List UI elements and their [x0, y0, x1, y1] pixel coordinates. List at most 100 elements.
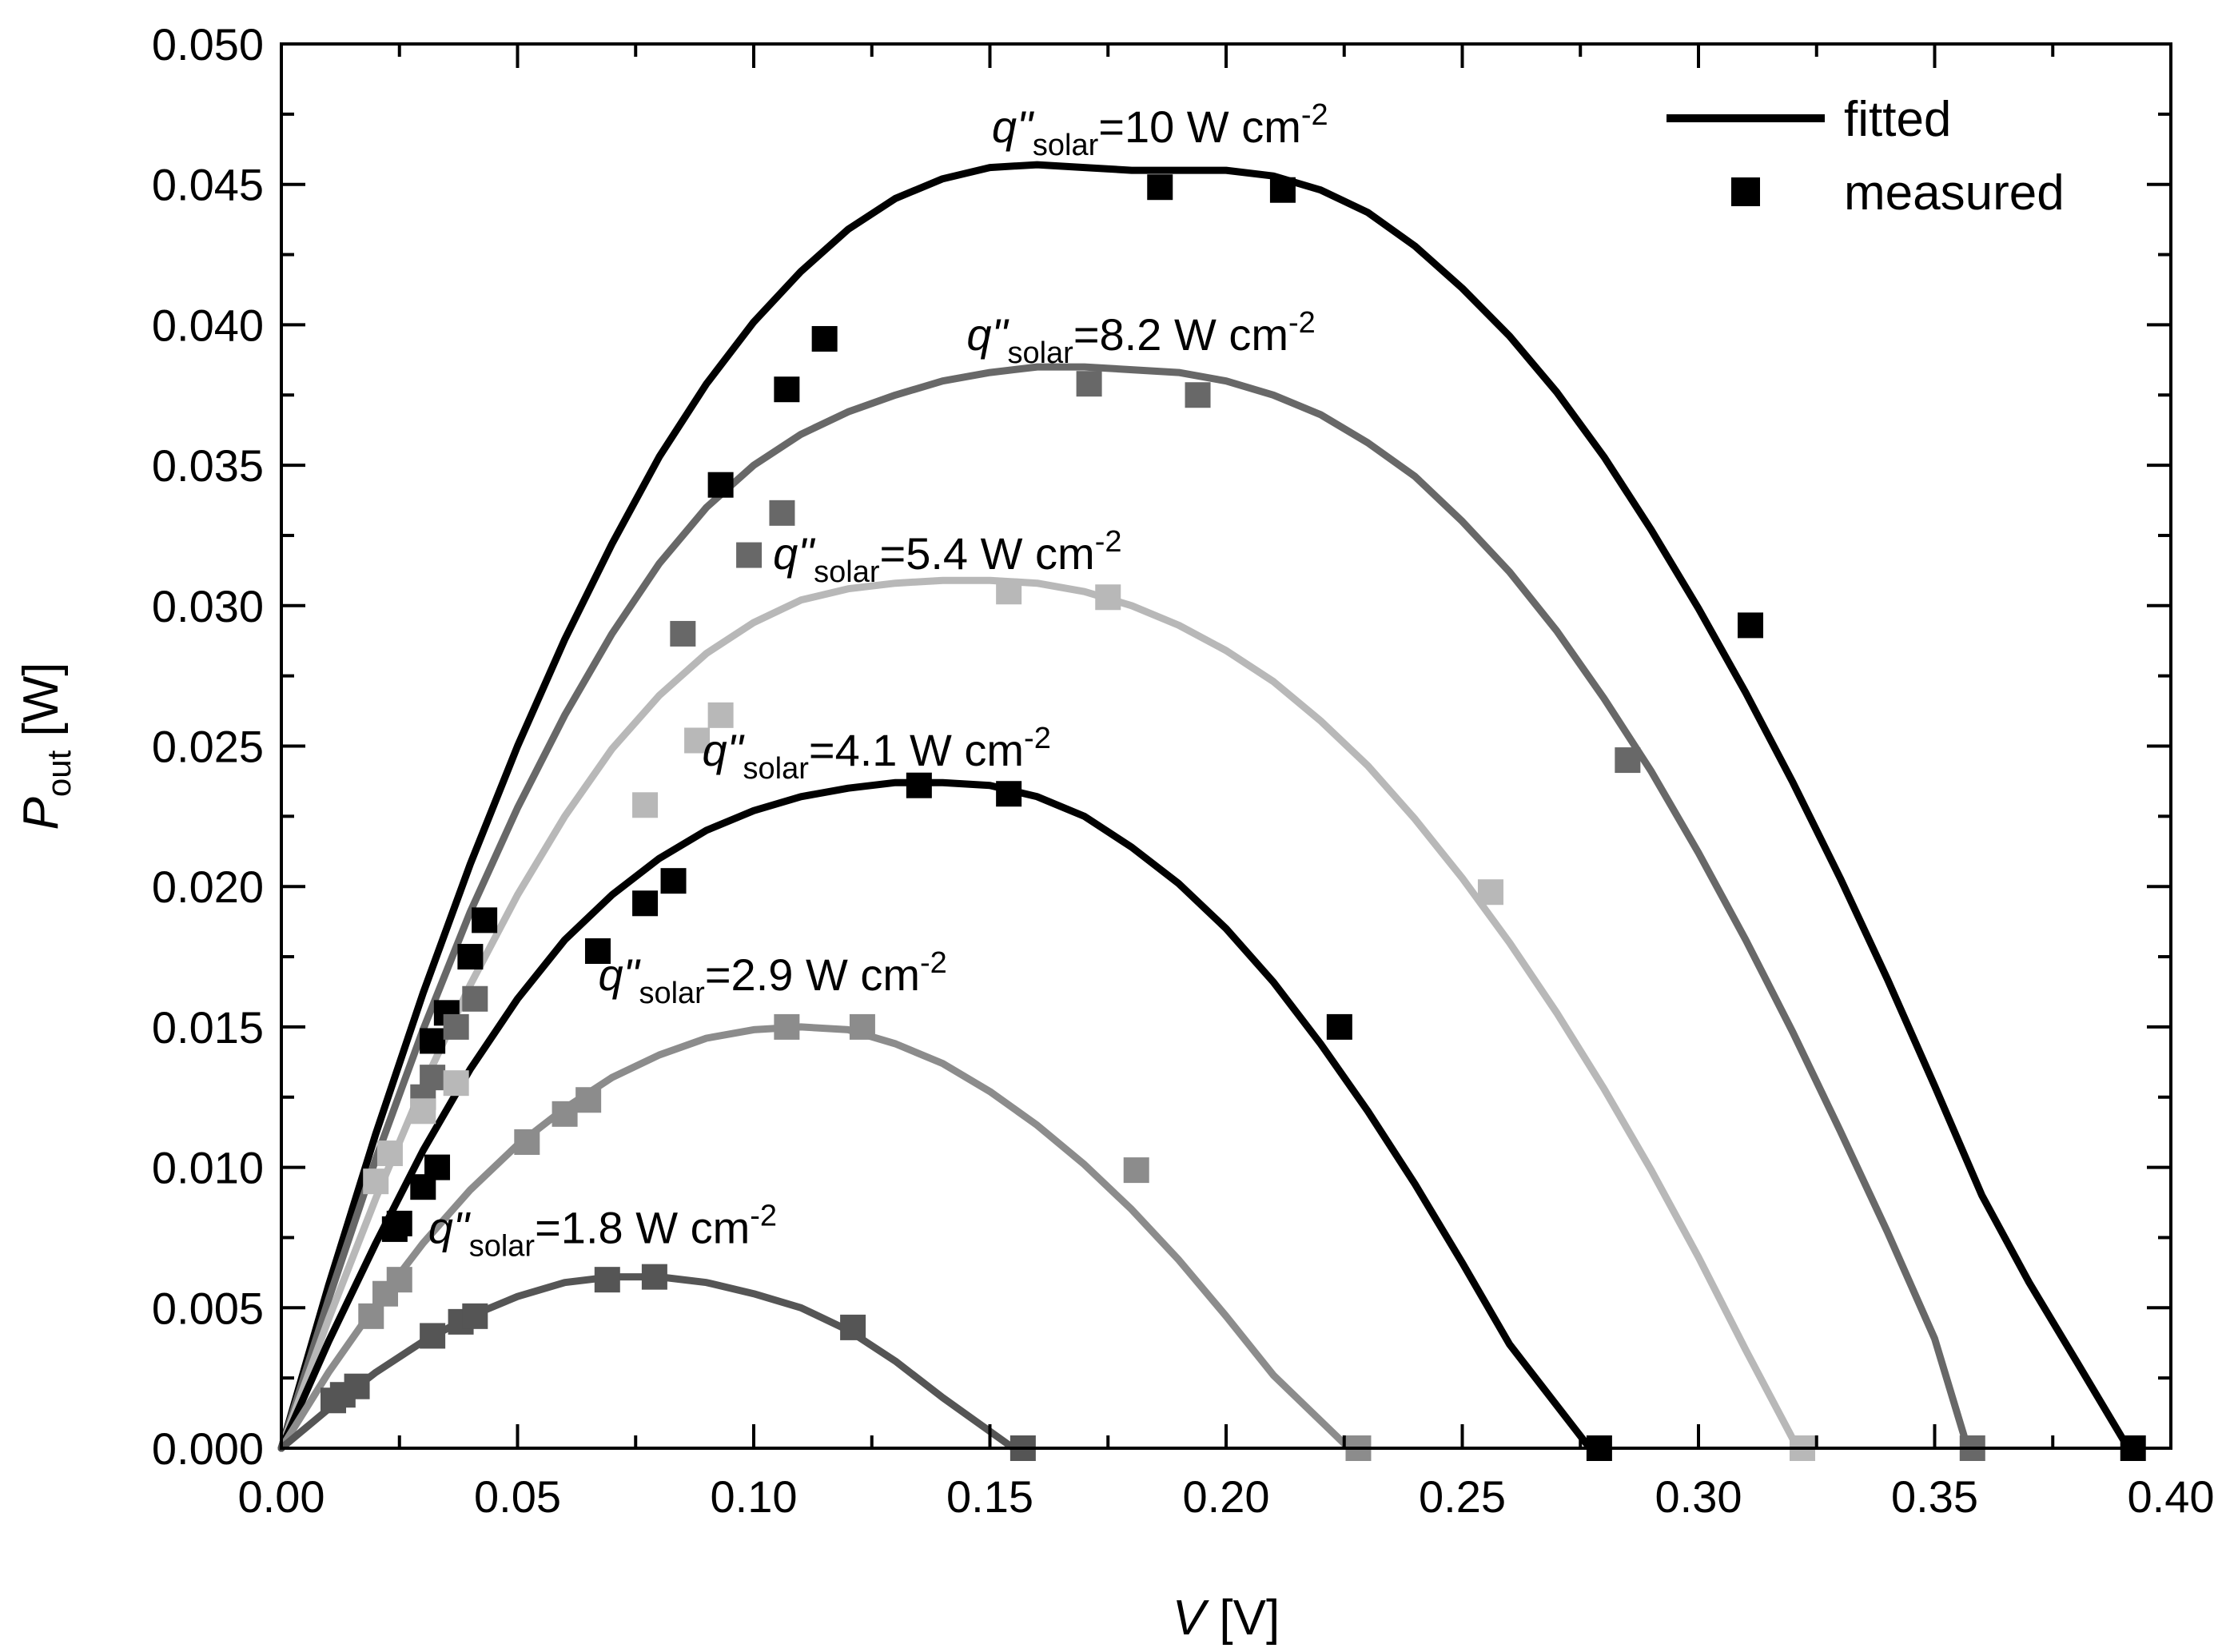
series-label-symbol: q" — [598, 949, 640, 1000]
measured-point-series-1 — [769, 500, 795, 526]
y-axis-symbol: P — [14, 797, 69, 830]
y-tick-label: 0.015 — [152, 1002, 264, 1053]
x-tick-label: 0.00 — [238, 1471, 325, 1522]
fitted-line-series-2 — [277, 576, 1802, 1452]
fitted-line-series-5 — [277, 1273, 1017, 1452]
measured-point-series-5 — [641, 1264, 667, 1290]
measured-point-series-3 — [381, 1216, 408, 1242]
measured-point-series-2 — [1477, 879, 1503, 906]
x-tick-label: 0.10 — [711, 1471, 798, 1522]
series-label-sub: solar — [469, 1229, 536, 1263]
series-label-0: q"solar=10 W cm-2 — [992, 98, 1328, 162]
series-label-sup: -2 — [1024, 722, 1051, 755]
series-label-value: =2.9 W cm — [705, 949, 920, 1000]
fitted-curves — [277, 161, 2132, 1452]
series-label-symbol: q" — [992, 102, 1034, 152]
series-label-value: =1.8 W cm — [535, 1202, 750, 1252]
series-label-3: q"solar=4.1 W cm-2 — [702, 722, 1050, 786]
measured-point-series-3 — [660, 868, 687, 894]
series-label-value: =4.1 W cm — [809, 725, 1024, 775]
measured-point-series-3 — [424, 1154, 451, 1180]
fitted-line-series-3 — [277, 778, 1594, 1452]
measured-point-series-1 — [420, 1065, 446, 1091]
series-label-symbol: q" — [702, 725, 744, 775]
fitted-line-series-4 — [277, 1023, 1353, 1452]
measured-point-series-0 — [472, 907, 498, 933]
x-tick-label: 0.15 — [946, 1471, 1033, 1522]
fitted-line-series-1 — [277, 363, 1972, 1452]
measured-point-series-0 — [774, 376, 800, 403]
series-label-symbol: q" — [773, 528, 815, 579]
measured-point-series-1 — [443, 1013, 469, 1040]
measured-point-series-3 — [1326, 1013, 1352, 1040]
series-label-sup: -2 — [1288, 306, 1316, 340]
legend: fitted measured — [1667, 92, 2065, 221]
measured-point-series-0 — [420, 1028, 446, 1054]
series-label-sub: solar — [639, 977, 705, 1010]
measured-point-series-3 — [584, 938, 611, 965]
x-axis-unit: [V] — [1205, 1590, 1280, 1646]
legend-measured-swatch — [1731, 177, 1760, 206]
measured-point-series-3 — [632, 890, 659, 917]
series-label-1: q"solar=8.2 W cm-2 — [966, 306, 1315, 370]
fitted-line-series-0 — [277, 161, 2132, 1452]
measured-point-series-5 — [840, 1314, 866, 1340]
x-axis-title: V [V] — [1173, 1590, 1280, 1646]
measured-point-series-0 — [1147, 174, 1173, 201]
series-label-2: q"solar=5.4 W cm-2 — [773, 525, 1121, 589]
measured-point-series-1 — [1076, 371, 1102, 397]
x-tick-label: 0.20 — [1183, 1471, 1270, 1522]
y-tick-label: 0.045 — [152, 160, 264, 210]
y-tick-label: 0.030 — [152, 581, 264, 631]
series-label-symbol: q" — [428, 1202, 471, 1252]
measured-point-series-1 — [736, 542, 763, 568]
series-label-sub: solar — [814, 555, 880, 589]
series-label-value: =5.4 W cm — [880, 528, 1095, 579]
measured-point-series-5 — [462, 1303, 488, 1329]
series-label-5: q"solar=1.8 W cm-2 — [428, 1199, 777, 1263]
x-tick-label: 0.25 — [1419, 1471, 1506, 1522]
measured-point-series-1 — [1185, 382, 1211, 408]
measured-point-series-2 — [376, 1140, 403, 1167]
x-tick-label: 0.40 — [2128, 1471, 2215, 1522]
series-label-value: =8.2 W cm — [1073, 309, 1288, 360]
measured-point-series-2 — [684, 727, 711, 754]
measured-point-series-5 — [344, 1373, 370, 1399]
x-axis-symbol: V — [1173, 1590, 1210, 1646]
x-tick-label: 0.35 — [1891, 1471, 1978, 1522]
series-label-symbol: q" — [966, 309, 1009, 360]
measured-point-series-2 — [1095, 584, 1121, 611]
series-label-sub: solar — [743, 752, 810, 786]
series-label-4: q"solar=2.9 W cm-2 — [598, 946, 946, 1010]
series-labels: q"solar=10 W cm-2q"solar=8.2 W cm-2q"sol… — [428, 98, 1328, 1263]
measured-point-series-4 — [849, 1013, 875, 1040]
measured-point-series-2 — [707, 702, 734, 728]
series-label-value: =10 W cm — [1098, 102, 1301, 152]
measured-point-series-5 — [420, 1323, 446, 1349]
legend-fitted-label: fitted — [1844, 92, 1951, 147]
y-axis-unit: [W] — [14, 663, 69, 750]
measured-point-series-2 — [996, 579, 1022, 605]
y-tick-label: 0.010 — [152, 1143, 264, 1193]
x-tick-label: 0.05 — [474, 1471, 561, 1522]
axis-titles: V [V] Pout [W] — [14, 663, 1280, 1646]
series-label-sup: -2 — [1301, 98, 1328, 132]
measured-point-series-4 — [358, 1303, 384, 1329]
series-label-sub: solar — [1033, 129, 1099, 162]
measured-point-series-3 — [996, 781, 1022, 807]
y-axis-title: Pout [W] — [14, 663, 78, 830]
series-label-sub: solar — [1007, 336, 1073, 370]
legend-measured-label: measured — [1844, 165, 2065, 221]
series-label-sup: -2 — [920, 946, 947, 980]
measured-point-series-1 — [670, 620, 696, 647]
measured-point-series-4 — [386, 1267, 412, 1293]
measured-point-series-2 — [363, 1168, 389, 1195]
measured-point-series-0 — [811, 325, 838, 352]
measured-point-series-1 — [462, 985, 488, 1012]
measured-point-series-0 — [457, 944, 484, 970]
measured-point-series-4 — [514, 1129, 540, 1155]
y-tick-label: 0.040 — [152, 300, 264, 350]
y-tick-label: 0.000 — [152, 1423, 264, 1474]
measured-point-series-5 — [594, 1267, 620, 1293]
